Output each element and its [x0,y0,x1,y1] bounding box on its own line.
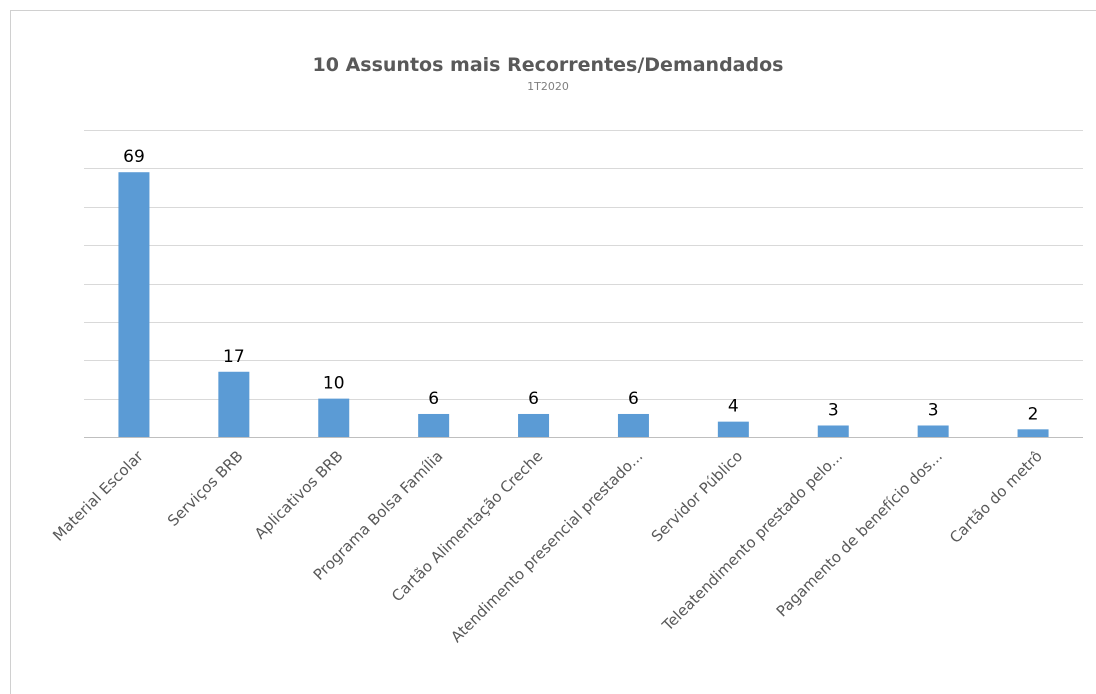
data-label: 6 [428,389,439,409]
data-label: 3 [828,400,839,420]
data-label: 10 [323,374,345,394]
x-tick-label: Atendimento presencial prestado... [447,447,646,646]
chart-title: 10 Assuntos mais Recorrentes/Demandados [312,54,784,76]
data-label: 2 [1028,404,1039,424]
bar [717,421,749,437]
data-label: 4 [728,397,739,417]
data-labels: 69 17 10 6 6 6 4 3 3 2 [123,147,1038,424]
x-tick-label: Pagamento de benefício dos... [773,447,946,620]
bar [318,398,350,437]
bar [817,425,849,437]
bar [617,413,649,437]
bar [218,371,250,437]
gridlines [84,130,1083,438]
data-label: 6 [528,389,539,409]
chart-frame [10,10,1096,694]
x-tick-label: Serviços BRB [164,447,247,530]
data-label: 69 [123,147,145,167]
x-tick-label: Cartão do metrô [946,447,1046,547]
bars [118,172,1049,437]
data-label: 3 [928,400,939,420]
data-label: 6 [628,389,639,409]
data-label: 17 [223,347,245,367]
bar [518,413,550,437]
bar [118,172,150,437]
x-tick-label: Servidor Público [648,447,746,545]
chart-subtitle: 1T2020 [527,80,569,93]
bar [1017,429,1049,437]
bar [917,425,949,437]
x-tick-label: Aplicativos BRB [251,447,347,543]
x-tick-label: Material Escolar [49,447,147,545]
bar [418,413,450,437]
x-tick-label: Teleatendimento prestado pelo... [658,447,846,635]
x-tick-labels: Material Escolar Serviços BRB Aplicativos … [49,447,1046,647]
